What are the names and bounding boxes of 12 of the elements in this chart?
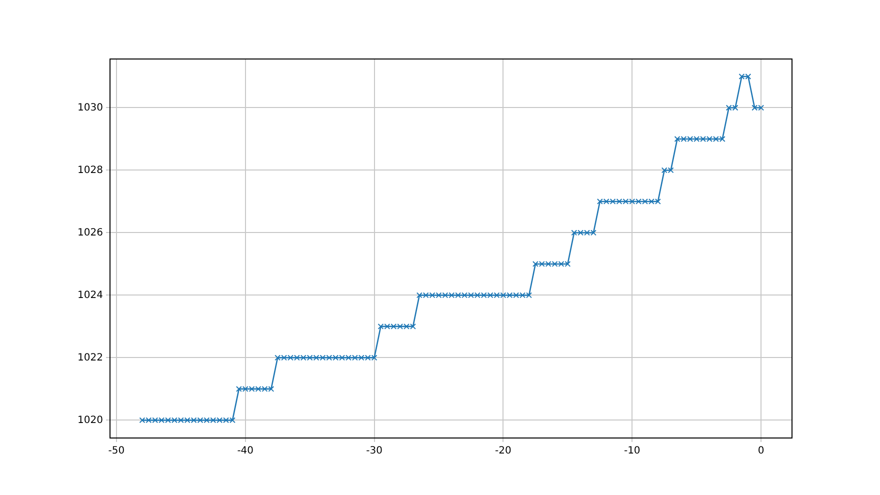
y-tick-label: 1030 xyxy=(78,102,103,114)
x-tick-label: -40 xyxy=(237,446,254,457)
x-tick-label: -10 xyxy=(624,446,640,457)
y-tick-label: 1028 xyxy=(78,164,103,176)
x-tick-label: -50 xyxy=(108,446,125,457)
x-tick-label: -30 xyxy=(366,446,382,457)
x-tick-label: -20 xyxy=(495,446,512,457)
y-tick-label: 1022 xyxy=(78,352,103,364)
y-tick-label: 1026 xyxy=(78,227,103,238)
y-tick-label: 1024 xyxy=(78,290,103,301)
x-tick-label: 0 xyxy=(758,446,764,457)
y-tick-label: 1020 xyxy=(78,414,103,426)
